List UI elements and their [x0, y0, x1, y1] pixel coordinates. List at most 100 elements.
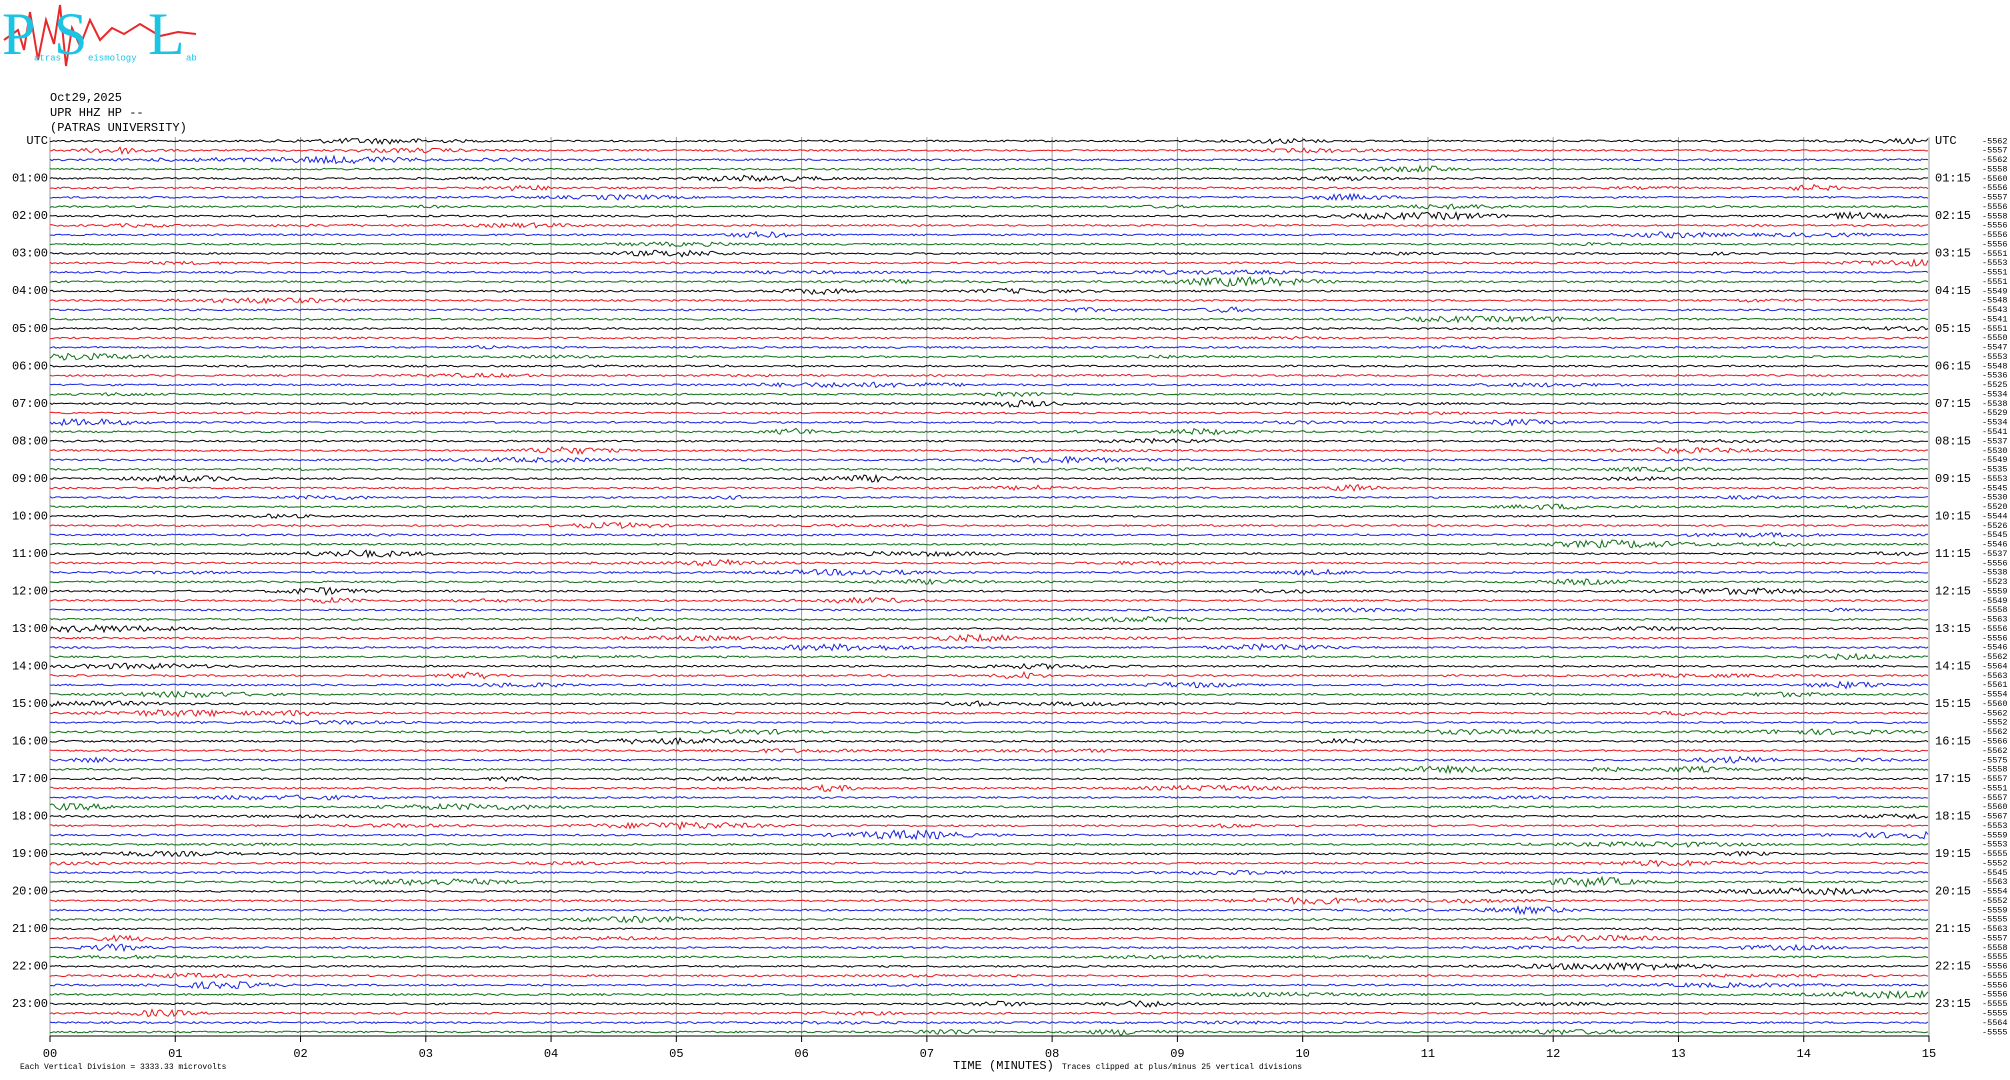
trace-offset: -5560: [1982, 174, 2008, 184]
trace: [49, 399, 1929, 408]
trace-offset: -5523: [1982, 577, 2008, 587]
trace-offset: -5556: [1982, 183, 2008, 193]
trace: [49, 709, 1929, 718]
trace: [49, 813, 1929, 820]
trace: [49, 568, 1929, 577]
trace-offset: -5556: [1982, 633, 2008, 643]
right-time-label: 04:15: [1935, 284, 1971, 298]
trace: [49, 1020, 1929, 1025]
trace: [49, 258, 1929, 267]
trace: [49, 972, 1929, 979]
x-tick-label: 06: [794, 1047, 808, 1061]
right-time-label: 02:15: [1935, 209, 1971, 223]
trace-offset: -5566: [1982, 737, 2008, 747]
trace: [49, 596, 1929, 604]
trace: [49, 841, 1929, 848]
trace: [49, 558, 1928, 567]
trace: [49, 670, 1929, 680]
trace-offset: -5546: [1982, 643, 2008, 653]
trace: [49, 783, 1929, 793]
right-time-label: 05:15: [1935, 322, 1971, 336]
trace-offset: -5556: [1982, 624, 2008, 634]
trace-offset: -5563: [1982, 877, 2008, 887]
scale-note: Each Vertical Division = 3333.33 microvo…: [20, 1063, 227, 1072]
trace-offset: -5575: [1982, 755, 2008, 765]
trace: [49, 335, 1929, 341]
trace-offset: -5551: [1982, 277, 2008, 287]
x-tick-label: 00: [43, 1047, 57, 1061]
x-tick-label: 02: [293, 1047, 307, 1061]
right-time-label: 08:15: [1935, 434, 1971, 448]
trace: [50, 954, 1929, 960]
trace: [49, 381, 1929, 389]
trace: [49, 183, 1929, 192]
trace: [49, 203, 1929, 210]
trace-offset: -5556: [1982, 202, 2008, 212]
trace: [49, 391, 1928, 398]
trace: [49, 802, 1929, 811]
trace: [49, 276, 1929, 288]
labels: 00 01 02 03 04 05 06 07 08 09 10 11 12 13 14 15-5562-55…: [12, 134, 2008, 1061]
left-time-label: 09:00: [12, 472, 48, 486]
left-time-label: 03:00: [12, 247, 48, 261]
trace: [49, 549, 1929, 559]
institution: (PATRAS UNIVERSITY): [50, 121, 187, 135]
trace: [49, 748, 1929, 754]
trace-offset: -5525: [1982, 380, 2008, 390]
x-tick-label: 04: [544, 1047, 558, 1061]
trace-offset: -5558: [1982, 164, 2008, 174]
left-time-label: 22:00: [12, 960, 48, 974]
trace-offset: -5553: [1982, 840, 2008, 850]
trace: [49, 513, 1928, 519]
trace-offset: -5552: [1982, 858, 2008, 868]
trace-offset: -5562: [1982, 746, 2008, 756]
right-time-label: 22:15: [1935, 960, 1971, 974]
trace: [49, 755, 1929, 764]
trace: [49, 728, 1929, 736]
trace: [49, 896, 1929, 905]
left-time-label: 18:00: [12, 809, 48, 823]
right-time-label: 01:15: [1935, 172, 1971, 186]
left-time-label: 11:00: [12, 547, 48, 561]
trace-offset: -5538: [1982, 568, 2008, 578]
right-time-label: 09:15: [1935, 472, 1971, 486]
right-time-label: 19:15: [1935, 847, 1971, 861]
right-time-label: 12:15: [1935, 584, 1971, 598]
trace: [49, 586, 1929, 597]
logo-letter: S: [54, 1, 87, 67]
trace: [49, 915, 1929, 924]
trace-offset: -5562: [1982, 727, 2008, 737]
trace-offset: -5555: [1982, 971, 2008, 981]
trace-offset: -5558: [1982, 943, 2008, 953]
trace: [49, 690, 1929, 699]
trace-offset: -5562: [1982, 708, 2008, 718]
trace: [49, 344, 1929, 350]
station: UPR HHZ HP --: [50, 106, 144, 120]
trace-offset: -5549: [1982, 455, 2008, 465]
right-time-label: 07:15: [1935, 397, 1971, 411]
left-time-label: 06:00: [12, 359, 48, 373]
trace-offset: -5530: [1982, 446, 2008, 456]
left-time-label: 20:00: [12, 884, 48, 898]
trace-offset: -5520: [1982, 502, 2008, 512]
trace-offset: -5563: [1982, 924, 2008, 934]
left-time-label: 05:00: [12, 322, 48, 336]
trace: [50, 578, 1929, 587]
trace: [49, 164, 1929, 173]
trace-offset: -5534: [1982, 389, 2008, 399]
right-time-label: 13:15: [1935, 622, 1971, 636]
trace-offset: -5564: [1982, 661, 2008, 671]
x-tick-label: 13: [1671, 1047, 1685, 1061]
trace: [49, 521, 1929, 530]
trace-offset: -5554: [1982, 690, 2008, 700]
date: Oct29,2025: [50, 91, 122, 105]
x-tick-label: 12: [1546, 1047, 1560, 1061]
trace: [49, 764, 1929, 775]
trace: [49, 494, 1929, 501]
trace-offset: -5535: [1982, 465, 2008, 475]
trace-offset: -5558: [1982, 765, 2008, 775]
trace-offset: -5545: [1982, 868, 2008, 878]
right-time-label: 23:15: [1935, 997, 1971, 1011]
trace: [49, 249, 1929, 258]
trace: [49, 859, 1929, 868]
